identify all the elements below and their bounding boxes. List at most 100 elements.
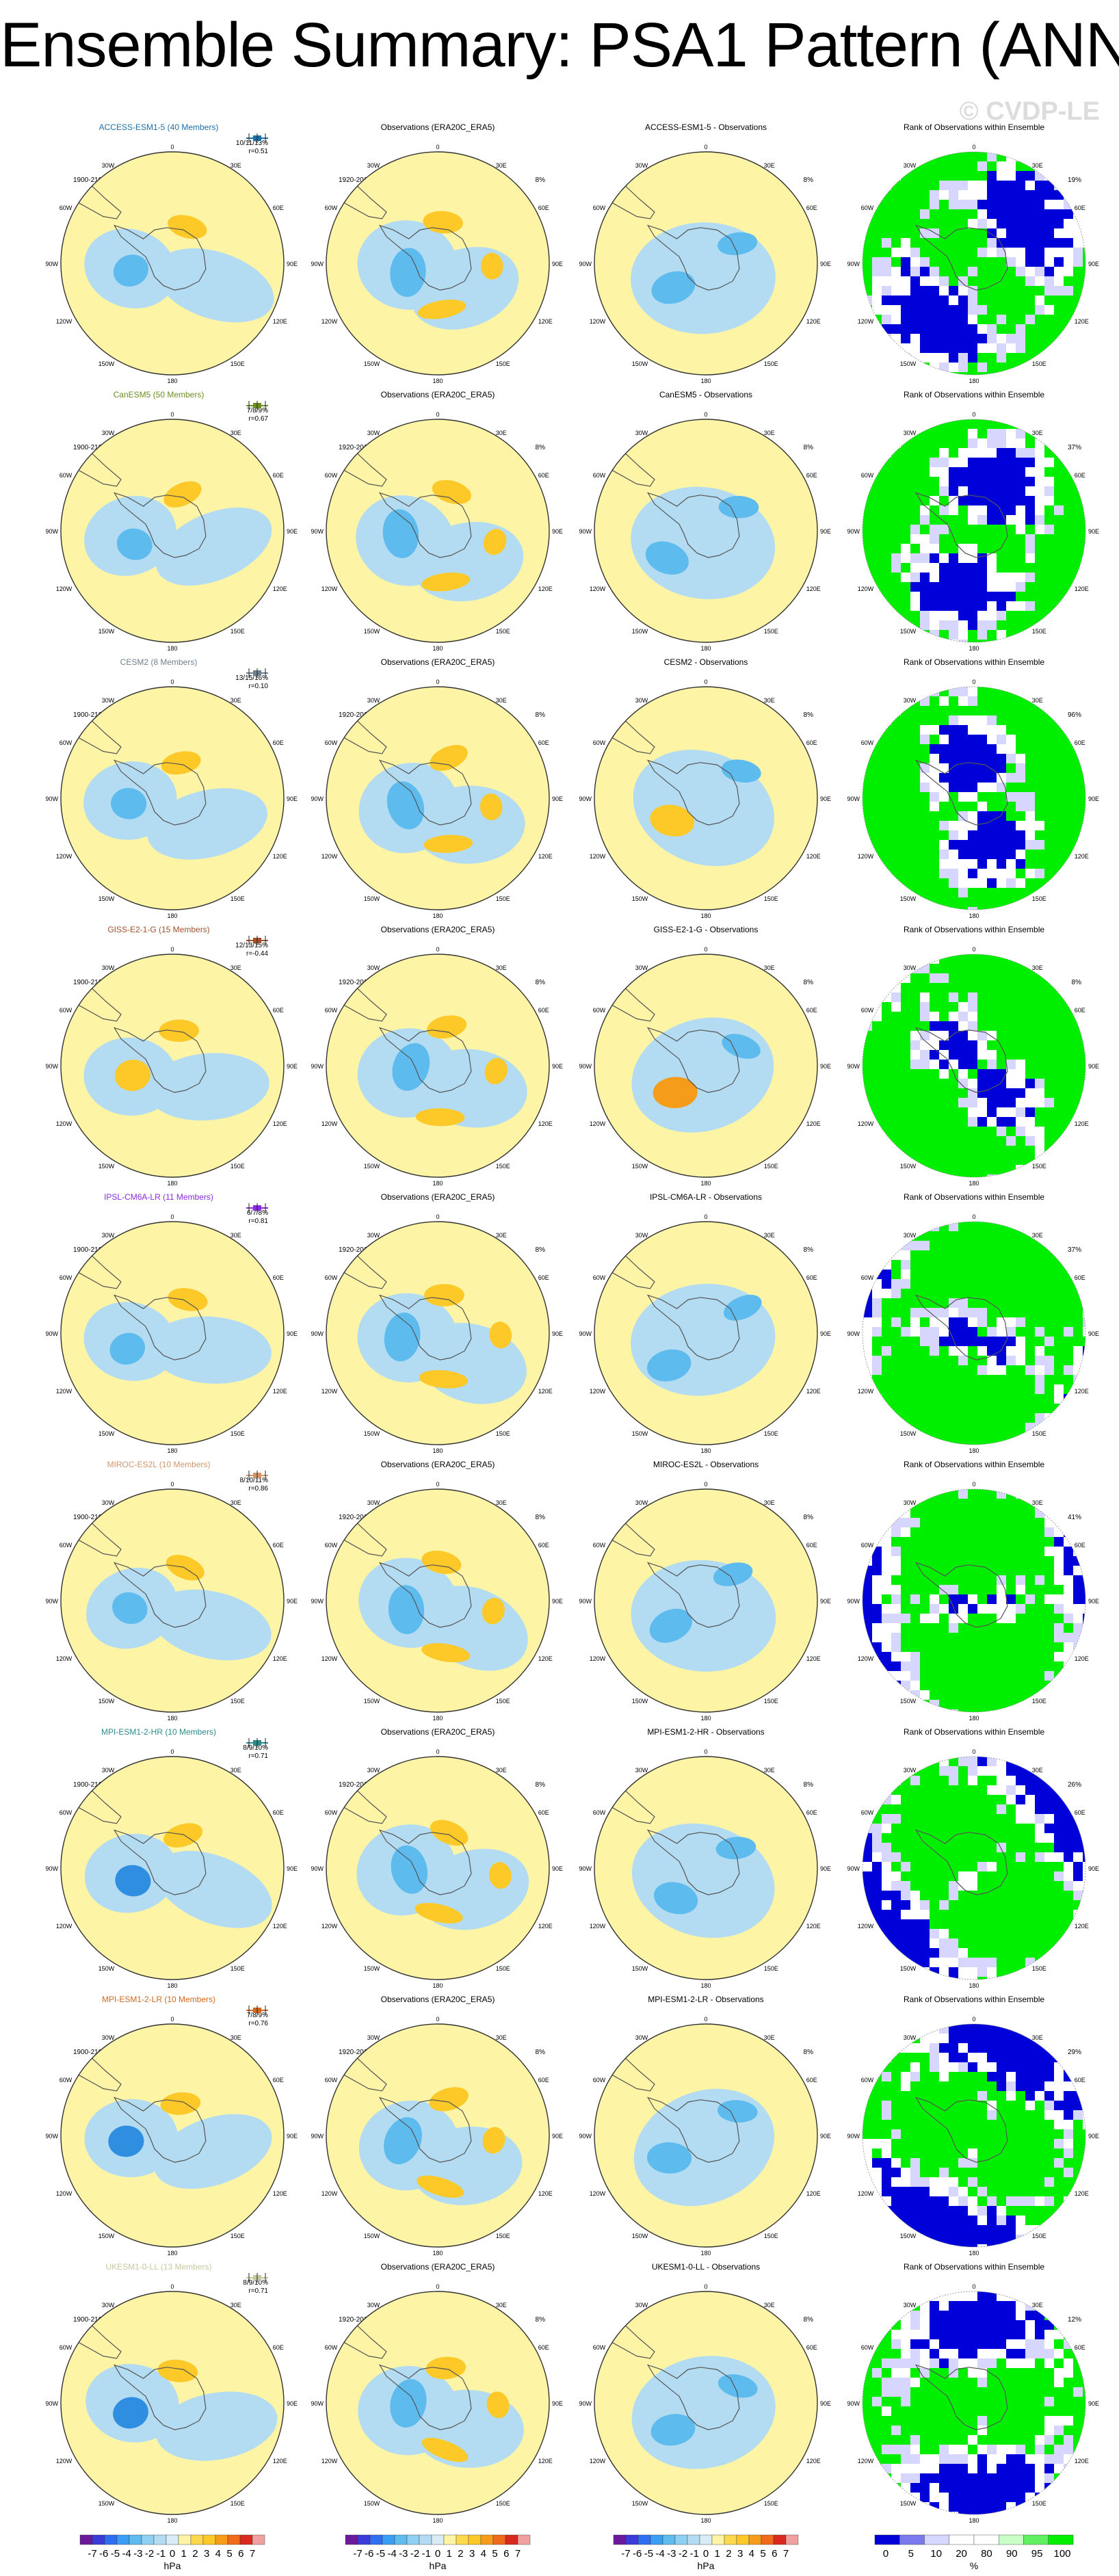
rank-cell — [977, 620, 988, 631]
contour-region — [650, 2414, 696, 2446]
rank-cell — [968, 2101, 978, 2111]
lon-label: 90W — [579, 1598, 592, 1605]
rank-cell — [958, 1795, 969, 1805]
rank-cell — [1006, 1117, 1016, 1127]
rank-cell — [891, 467, 901, 477]
rank-cell — [1073, 238, 1083, 248]
rank-cell — [1064, 1527, 1074, 1538]
rank-cell — [987, 1614, 997, 1624]
rank-cell — [891, 190, 901, 200]
rank-cell — [1035, 1031, 1045, 1041]
rank-cell — [958, 1356, 969, 1366]
rank-cell — [997, 1107, 1007, 1118]
rank-cell — [1064, 1614, 1074, 1624]
rank-cell — [1044, 286, 1055, 296]
rank-cell — [977, 171, 988, 181]
rank-cell — [987, 248, 997, 258]
rank-cell — [968, 1681, 978, 1691]
lon-label: 150W — [364, 895, 380, 902]
rank-cell — [920, 1766, 930, 1776]
rank-cell — [1054, 878, 1064, 889]
rank-cell — [910, 1604, 921, 1614]
rank-cell — [997, 573, 1007, 583]
rank-cell — [1064, 2216, 1074, 2226]
rank-cell — [1006, 1919, 1016, 1930]
rank-cell — [939, 1442, 949, 1445]
rank-cell — [1054, 620, 1064, 631]
rank-cell — [1044, 1375, 1055, 1385]
rank-cell — [920, 2330, 930, 2340]
rank-cell — [1073, 496, 1083, 506]
rank-cell — [863, 2139, 873, 2149]
rank-cell — [930, 811, 940, 822]
rank-cell — [882, 209, 892, 220]
rank-cell — [1035, 2053, 1045, 2063]
rank-cell — [1035, 181, 1045, 191]
rank-cell — [997, 1413, 1007, 1423]
rank-cell — [958, 1556, 969, 1566]
rank-cell — [910, 2148, 921, 2159]
rank-cell — [997, 419, 1007, 430]
rank-cell — [1054, 1298, 1064, 1309]
rank-cell — [1035, 1337, 1045, 1347]
rank-cell — [997, 1499, 1007, 1509]
rank-cell — [958, 1050, 969, 1060]
rank-cell — [920, 1929, 930, 1939]
rank-cell — [958, 792, 969, 802]
rank-cell — [1025, 438, 1036, 449]
rank-cell — [1016, 324, 1026, 334]
rank-cell — [1016, 295, 1026, 306]
rank-cell — [882, 257, 892, 267]
obs-pct: 8% — [536, 979, 546, 986]
contour-region — [111, 788, 147, 819]
rank-cell — [968, 1785, 978, 1796]
rank-cell — [930, 2301, 940, 2311]
rank-cell — [987, 152, 997, 162]
rank-cell — [1064, 228, 1074, 239]
rank-cell — [891, 1088, 901, 1099]
rank-cell — [958, 315, 969, 325]
rank-cell — [1044, 744, 1055, 754]
rank-cell — [968, 429, 978, 439]
rank-cell — [891, 315, 901, 325]
rank-cell — [1025, 1508, 1036, 1519]
rank-cell — [910, 1919, 921, 1930]
rank-cell — [968, 1604, 978, 1614]
rank-cell — [1006, 620, 1016, 631]
rank-cell — [1025, 1585, 1036, 1595]
rank-cell — [939, 1709, 949, 1712]
rank-cell — [968, 363, 978, 373]
rank-cell — [1054, 754, 1064, 764]
rank-cell — [872, 219, 882, 229]
rank-cell — [1025, 2196, 1036, 2207]
rank-cell — [872, 1843, 882, 1853]
rank-cell — [987, 754, 997, 764]
rank-cell — [1016, 181, 1026, 191]
rank-cell — [1064, 1681, 1074, 1691]
rank-cell — [1044, 773, 1055, 783]
rank-cell — [958, 181, 969, 191]
rank-cell — [901, 2168, 911, 2178]
rank-cell — [1035, 458, 1045, 468]
rank-cell — [891, 802, 901, 812]
rank-cell — [1064, 1098, 1074, 1108]
rank-cell — [1016, 715, 1026, 726]
rank-cell — [1054, 2053, 1064, 2063]
rank-cell — [949, 295, 959, 306]
rank-cell — [997, 553, 1007, 564]
rank-cell — [939, 295, 949, 306]
rank-cell — [910, 343, 921, 354]
rank-cell — [930, 295, 940, 306]
contour-region — [717, 232, 758, 255]
lon-label: 60W — [593, 472, 606, 479]
antarctica-coast — [914, 492, 1008, 558]
rank-cell — [1016, 1556, 1026, 1566]
rank-cell — [939, 1231, 949, 1241]
rank-cell — [1044, 324, 1055, 334]
rank-cell — [863, 1604, 873, 1614]
rank-cell — [901, 267, 911, 277]
rank-cell — [987, 1575, 997, 1586]
rank-cell — [1083, 1891, 1085, 1901]
rank-cell — [949, 1824, 959, 1834]
